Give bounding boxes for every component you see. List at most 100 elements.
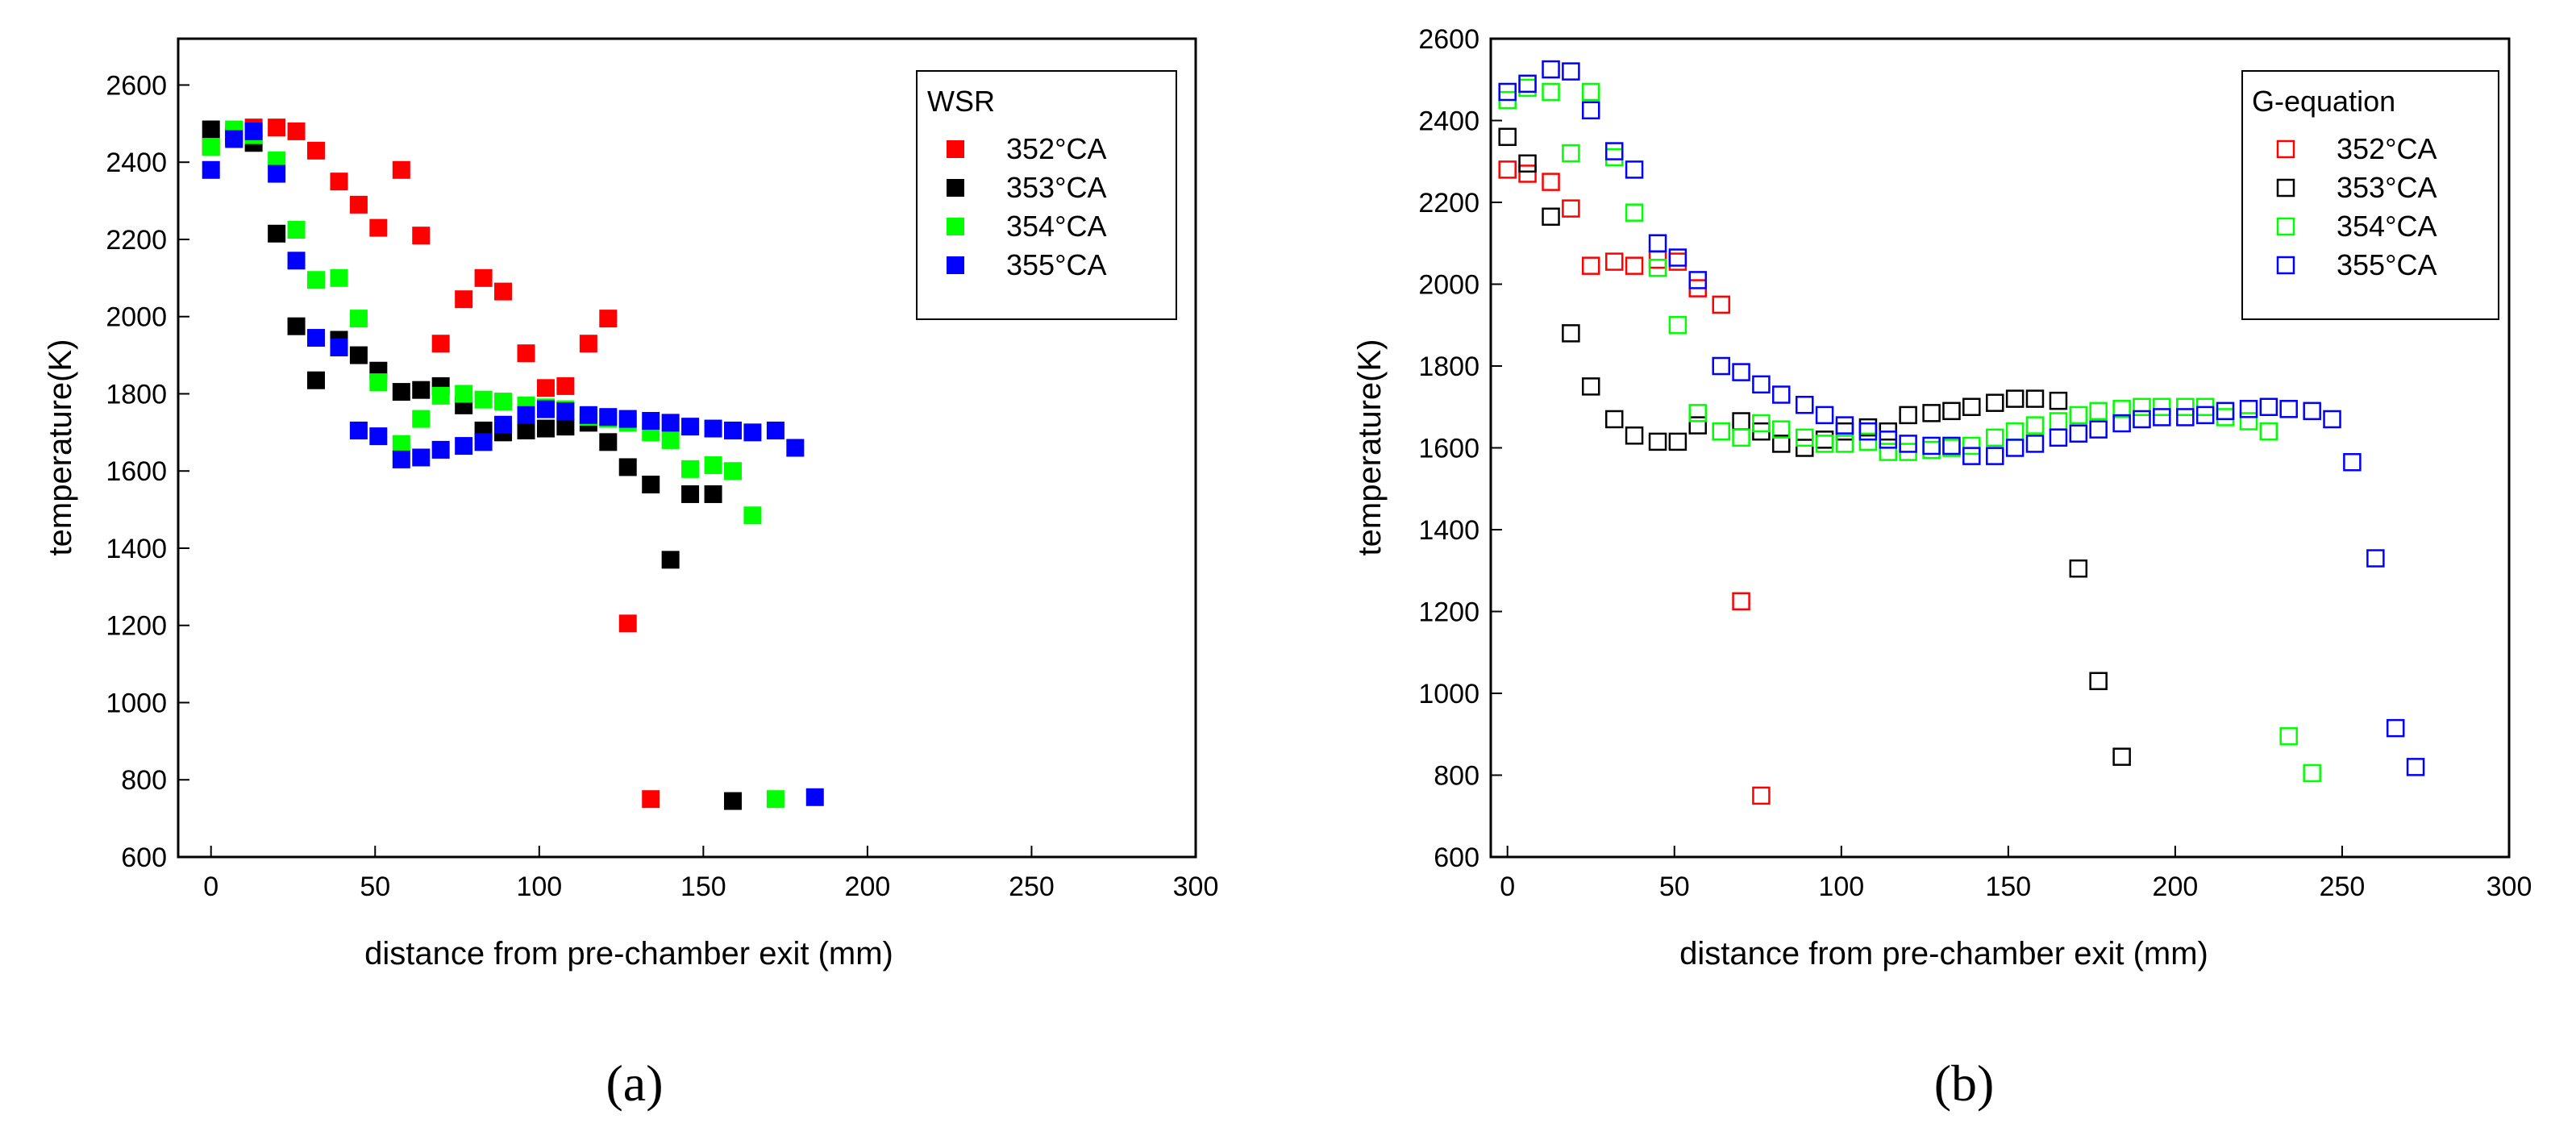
data-point-b-series-3 [1688, 271, 1707, 289]
data-point-b-series-2 [2069, 406, 2088, 425]
data-point-b-series-3 [2089, 420, 2108, 439]
data-point-b-series-0 [1604, 252, 1624, 271]
y-tick-label-a: 2200 [106, 225, 167, 256]
data-point-a-series-2 [723, 462, 742, 480]
data-point-b-series-2 [1879, 443, 1898, 461]
x-tick-label-a: 150 [680, 872, 726, 902]
data-point-b-series-3 [2176, 408, 2195, 426]
y-tick-label-a: 1200 [106, 611, 167, 642]
data-point-b-series-1 [1518, 154, 1537, 173]
legend-title-a: WSR [927, 85, 995, 118]
y-tick-label-a: 800 [121, 765, 167, 796]
data-point-a-series-1 [268, 224, 286, 243]
y-ticks-b: 600 800 1000 1200 1400 1600 1800 2000 2200 2400 26… [1418, 24, 1502, 873]
data-point-b-series-2 [1648, 258, 1667, 277]
data-point-b-series-2 [1858, 432, 1878, 451]
data-point-a-series-3 [723, 421, 742, 439]
data-point-b-series-3 [2406, 758, 2425, 776]
data-point-b-series-3 [1796, 395, 1814, 414]
data-point-b-series-2 [1962, 436, 1981, 456]
data-point-b-series-1 [1796, 439, 1814, 457]
data-point-a-series-3 [579, 406, 597, 424]
data-point-b-series-2 [1835, 435, 1854, 453]
data-point-b-series-3 [2216, 401, 2235, 421]
data-point-a-series-1 [349, 346, 368, 364]
data-point-a-series-3 [244, 122, 263, 140]
panel-label-b: (b) [1934, 1055, 1995, 1112]
data-point-a-series-1 [306, 371, 325, 389]
data-point-b-series-2 [1562, 144, 1580, 163]
data-point-a-series-0 [431, 335, 450, 353]
data-point-a-series-0 [455, 290, 473, 309]
data-point-b-series-3 [2005, 439, 2025, 457]
data-point-b-series-3 [1922, 436, 1941, 456]
data-point-a-series-2 [330, 268, 348, 287]
data-point-b-series-3 [1858, 422, 1878, 441]
legend-swatch-a-2 [947, 218, 964, 235]
data-point-b-series-3 [1752, 375, 1771, 394]
data-point-b-series-3 [1518, 74, 1537, 94]
data-point-a-series-0 [642, 790, 660, 809]
data-point-b-series-1 [1922, 404, 1941, 422]
data-point-a-series-1 [599, 433, 618, 451]
data-point-b-series-3 [2259, 397, 2278, 416]
data-point-b-series-2 [1518, 78, 1537, 98]
data-point-a-series-3 [202, 160, 220, 179]
data-point-a-series-3 [474, 433, 493, 451]
data-point-b-series-3 [1648, 234, 1667, 252]
legend-label-a-0: 352°CA [1006, 132, 1106, 165]
data-point-b-series-2 [1604, 148, 1624, 167]
data-point-b-series-3 [1668, 248, 1688, 267]
data-point-a-series-2 [766, 790, 784, 809]
data-point-a-series-3 [618, 410, 637, 428]
data-point-a-series-0 [494, 282, 513, 301]
x-tick-label-a: 100 [516, 872, 562, 902]
data-point-b-series-3 [2025, 435, 2045, 453]
data-point-b-series-2 [1772, 420, 1791, 439]
markers-b [1498, 60, 2425, 805]
data-point-a-series-3 [431, 440, 450, 459]
y-tick-label-a: 1800 [106, 379, 167, 410]
data-point-b-series-2 [2005, 422, 2025, 441]
data-point-b-series-2 [2239, 412, 2258, 431]
data-point-a-series-0 [536, 379, 555, 397]
x-axis-label-b: distance from pre-chamber exit (mm) [1679, 936, 2208, 971]
data-point-a-series-3 [599, 408, 618, 426]
data-point-b-series-2 [2279, 727, 2298, 746]
x-tick-label-a: 300 [1173, 872, 1219, 902]
x-tick-label-b: 100 [1818, 872, 1864, 902]
data-point-a-series-3 [287, 252, 306, 270]
data-point-a-series-3 [704, 419, 722, 438]
legend-label-b-0: 352°CA [2337, 132, 2437, 165]
data-point-b-series-0 [1581, 256, 1600, 275]
data-point-b-series-0 [1712, 295, 1730, 314]
data-point-a-series-1 [556, 418, 575, 436]
x-axis-label-a: distance from pre-chamber exit (mm) [364, 936, 893, 971]
legend-swatch-b-1 [2276, 178, 2295, 198]
y-tick-label-a: 2000 [106, 302, 167, 333]
data-point-b-series-2 [2089, 401, 2108, 421]
data-point-b-series-3 [2386, 718, 2405, 738]
data-point-a-series-2 [412, 410, 431, 428]
data-point-a-series-3 [517, 406, 535, 424]
x-ticks-a: 0 50 100 150 200 250 300 [203, 846, 1218, 902]
data-point-b-series-1 [2005, 389, 2025, 408]
data-point-b-series-3 [2195, 406, 2215, 425]
data-point-b-series-3 [2239, 400, 2258, 418]
data-point-b-series-2 [1815, 435, 1834, 453]
data-point-a-series-1 [704, 485, 722, 503]
data-point-a-series-2 [202, 138, 220, 156]
legend-swatch-a-1 [947, 179, 964, 197]
data-point-a-series-1 [723, 792, 742, 810]
legend-swatch-a-0 [947, 140, 964, 158]
data-point-b-series-0 [1542, 173, 1560, 191]
data-point-b-series-1 [2025, 389, 2045, 408]
x-tick-label-b: 0 [1500, 872, 1515, 902]
data-point-b-series-1 [1962, 397, 1981, 416]
data-point-b-series-0 [1562, 199, 1580, 218]
data-point-a-series-2 [431, 386, 450, 405]
data-point-a-series-1 [661, 551, 680, 569]
data-point-b-series-2 [2153, 397, 2171, 416]
data-point-b-series-1 [2112, 747, 2131, 766]
